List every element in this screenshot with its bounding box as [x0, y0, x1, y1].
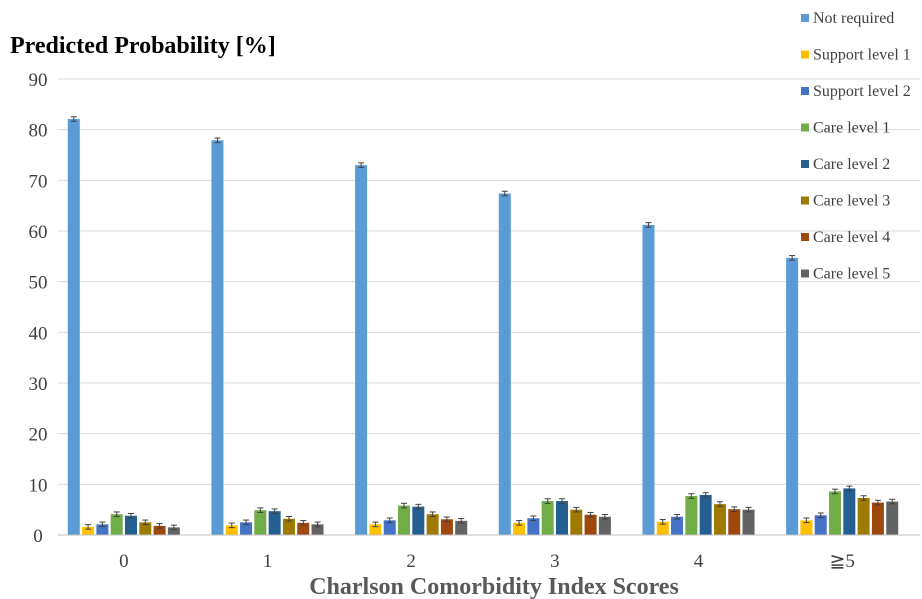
legend-swatch [801, 269, 809, 278]
bars [67, 119, 899, 536]
bar [369, 524, 382, 535]
bar [282, 518, 295, 535]
bar [555, 501, 568, 535]
y-tick-label: 70 [29, 171, 48, 192]
bar [728, 509, 741, 535]
bar [254, 510, 267, 535]
y-axis-label: Predicted Probability [%] [10, 33, 276, 59]
bar [110, 514, 123, 535]
x-tick-label: ≧5 [829, 551, 854, 572]
bar [513, 522, 526, 535]
bar [96, 524, 109, 535]
bar [527, 518, 540, 535]
y-tick-label: 50 [29, 273, 48, 294]
legend-swatch [801, 87, 809, 95]
bar [240, 522, 253, 535]
bar [713, 504, 726, 535]
bar [685, 495, 698, 535]
bar [886, 501, 899, 535]
bar [570, 509, 583, 535]
bar [800, 520, 813, 535]
legend-label: Care level 2 [813, 156, 890, 173]
legend-swatch [801, 160, 809, 168]
bar [67, 119, 80, 535]
x-tick-label: 2 [406, 551, 416, 572]
legend-label: Care level 1 [813, 120, 890, 137]
y-tick-label: 20 [29, 425, 48, 446]
bar [412, 506, 425, 535]
bar [671, 516, 684, 535]
bar [211, 140, 224, 535]
y-tick-label: 60 [29, 222, 48, 243]
bar [598, 516, 611, 535]
bar [498, 193, 511, 536]
bar [398, 505, 411, 535]
bar [742, 509, 755, 535]
bar [584, 514, 597, 535]
bar [843, 488, 856, 535]
legend-swatch [801, 14, 809, 22]
y-tick-label: 0 [33, 526, 43, 547]
bar [426, 514, 439, 535]
legend-label: Care level 4 [813, 229, 890, 246]
bar [355, 165, 368, 535]
x-tick-label: 0 [119, 551, 129, 572]
x-tick-label: 3 [550, 551, 560, 572]
x-axis-label: Charlson Comorbidity Index Scores [309, 574, 679, 599]
y-tick-label: 90 [29, 70, 48, 91]
bar [829, 491, 842, 535]
axes: 0 10 20 30 40 50 60 70 80 90 0 1 2 3 4 ≧5 [29, 70, 920, 572]
bar [297, 522, 310, 535]
gridlines [58, 78, 920, 485]
bar [814, 515, 827, 535]
bar [167, 527, 180, 535]
bar [656, 521, 669, 535]
error-bars [70, 116, 896, 531]
legend-swatch [801, 50, 809, 59]
bar [225, 525, 238, 535]
legend: Not required Support level 1 Support level… [801, 10, 911, 283]
y-tick-label: 40 [29, 323, 48, 344]
bar [871, 502, 884, 535]
bar [268, 511, 281, 535]
bar [440, 519, 453, 535]
bar [139, 522, 152, 535]
legend-label: Support level 2 [813, 83, 911, 100]
y-tick-label: 80 [29, 121, 48, 142]
y-tick-label: 10 [29, 475, 48, 496]
bar [642, 224, 655, 536]
legend-label: Not required [813, 10, 894, 27]
bar [82, 526, 95, 535]
bar [124, 515, 137, 535]
bar [857, 498, 870, 535]
legend-swatch [801, 233, 809, 241]
bar [383, 520, 396, 535]
bar [153, 525, 166, 535]
legend-label: Care level 5 [813, 266, 890, 283]
legend-label: Support level 1 [813, 47, 911, 64]
legend-swatch [801, 196, 809, 205]
bar [541, 501, 554, 535]
bar [311, 524, 324, 535]
bar [455, 520, 468, 535]
legend-swatch [801, 123, 809, 132]
y-tick-label: 30 [29, 374, 48, 395]
x-tick-label: 1 [263, 551, 273, 572]
bar [786, 257, 799, 535]
legend-label: Care level 3 [813, 193, 890, 210]
bar [699, 494, 712, 535]
x-tick-label: 4 [694, 551, 704, 572]
